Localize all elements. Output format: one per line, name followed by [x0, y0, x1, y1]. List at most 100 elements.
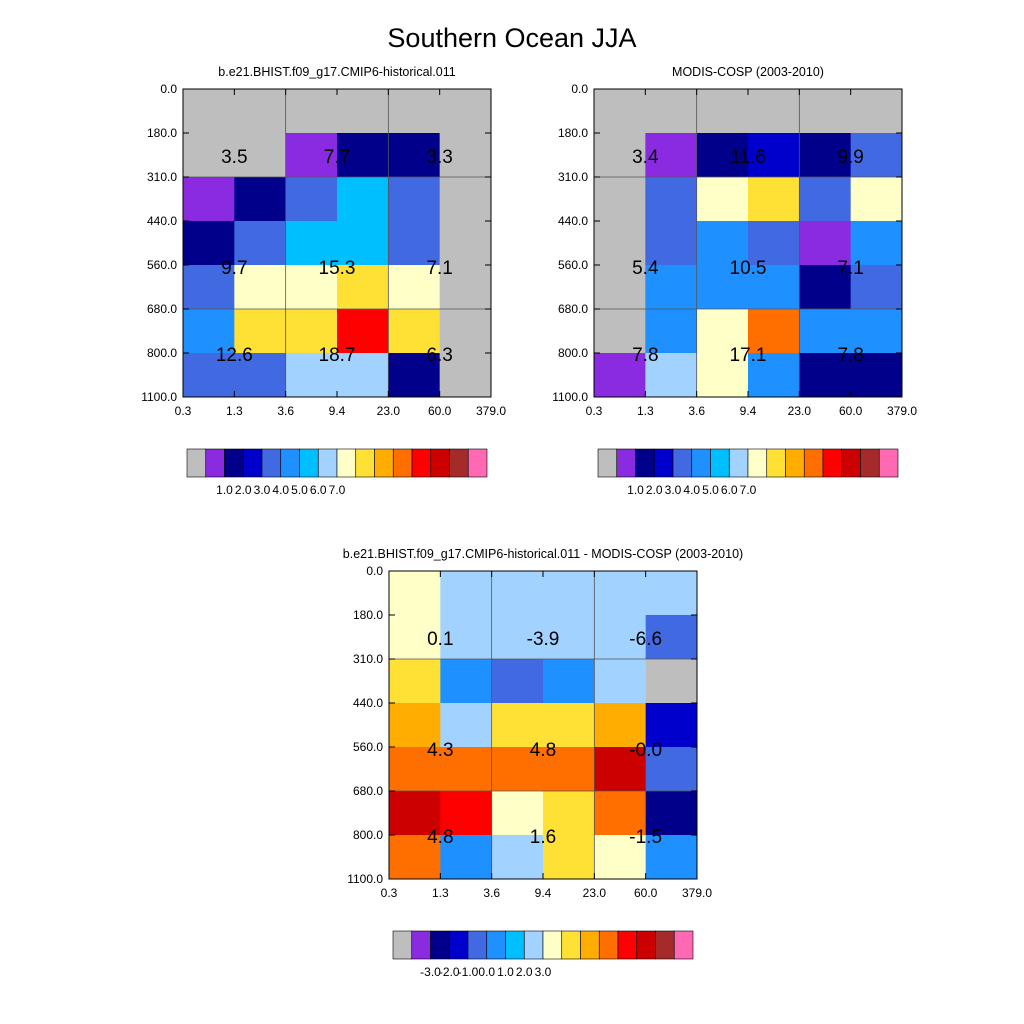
heatmap-cell [594, 791, 647, 836]
x-tick-label: 3.6 [277, 404, 294, 418]
data-label: -6.6 [629, 629, 662, 650]
colorbar-label: 2.0 [646, 483, 663, 497]
heatmap-cell [285, 177, 338, 222]
heatmap-cell [285, 221, 338, 266]
data-label: 15.3 [319, 258, 356, 279]
heatmap-cell [440, 703, 493, 748]
data-label: 17.1 [730, 345, 767, 366]
heatmap-cell [183, 221, 235, 266]
heatmap-cell [440, 747, 493, 792]
x-tick-label: 23.0 [583, 886, 607, 900]
y-tick-label: 440.0 [353, 696, 383, 710]
heatmap-cell [594, 747, 647, 792]
x-tick-label: 0.3 [175, 404, 192, 418]
colorbar-label: 1.0 [216, 483, 233, 497]
colorbar-swatch [430, 448, 450, 478]
colorbar-swatch [598, 930, 619, 960]
data-label: 1.6 [530, 827, 556, 848]
heatmap-cell [799, 309, 852, 354]
colorbar-swatch [186, 448, 207, 478]
y-tick-label: 0.0 [571, 82, 588, 96]
heatmap-cell [440, 791, 493, 836]
heatmap-cell [799, 221, 852, 266]
y-tick-label: 310.0 [353, 652, 383, 666]
y-tick-label: 310.0 [147, 170, 177, 184]
y-tick-label: 680.0 [558, 302, 588, 316]
heatmap-cell [696, 309, 749, 354]
heatmap-cell [439, 353, 492, 398]
heatmap-cell [748, 309, 800, 354]
data-label: 6.3 [426, 345, 452, 366]
panels: b.e21.BHIST.f09_g17.CMIP6-historical.011… [141, 65, 917, 979]
colorbar-swatch [655, 930, 675, 960]
colorbar-swatch [280, 448, 300, 478]
heatmap-cell [645, 133, 698, 178]
y-tick-label: 680.0 [147, 302, 177, 316]
colorbar-label: 7.0 [740, 483, 757, 497]
y-tick-label: 180.0 [353, 608, 383, 622]
colorbar-label: 3.0 [254, 483, 271, 497]
heatmap-cell [696, 265, 749, 310]
x-tick-label: 0.3 [381, 886, 398, 900]
heatmap-cell [594, 615, 647, 660]
x-tick-label: 1.3 [637, 404, 654, 418]
colorbar-label: 1.0 [627, 483, 644, 497]
y-tick-label: 560.0 [558, 258, 588, 272]
heatmap-cell [850, 133, 903, 178]
heatmap-cell [439, 89, 492, 134]
heatmap-cell [440, 571, 493, 616]
data-label: 7.1 [837, 258, 863, 279]
colorbar-label: 4.0 [683, 483, 700, 497]
heatmap-cell [543, 835, 595, 880]
heatmap-cell [594, 835, 647, 880]
colorbar-label: -3.0 [420, 965, 441, 979]
y-tick-label: 800.0 [558, 346, 588, 360]
heatmap-cell [748, 133, 800, 178]
y-tick-label: 1100.0 [347, 872, 383, 886]
heatmap-cell [799, 353, 852, 398]
heatmap-cell [645, 309, 698, 354]
data-label: 11.6 [730, 147, 766, 168]
x-tick-label: 379.0 [682, 886, 712, 900]
colorbar-swatch [242, 448, 263, 478]
y-tick-label: 800.0 [147, 346, 177, 360]
heatmap-cell [285, 265, 338, 310]
data-label: 4.8 [530, 740, 556, 761]
colorbar-label: 1.0 [497, 965, 514, 979]
data-label: -3.9 [527, 629, 560, 650]
heatmap-cell [439, 221, 492, 266]
panel-obs: MODIS-COSP (2003-2010) 0.3 1.3 3.6 9.4 23.0 60… [552, 65, 917, 497]
heatmap-cell [234, 309, 287, 354]
y-tick-label: 0.0 [366, 564, 383, 578]
heatmap-cell [183, 353, 235, 398]
heatmap-cell [799, 265, 852, 310]
colorbar-swatch [205, 448, 225, 478]
colorbar-swatch [785, 448, 805, 478]
heatmap-cell [439, 133, 492, 178]
panel-model: b.e21.BHIST.f09_g17.CMIP6-historical.011… [141, 65, 506, 497]
heatmap-cell [799, 177, 852, 222]
heatmap-cell [645, 221, 698, 266]
colorbar-swatch [336, 448, 357, 478]
x-tick-label: 9.4 [740, 404, 757, 418]
heatmap-cell [234, 133, 287, 178]
heatmap-cell [234, 221, 287, 266]
heatmap-cell [388, 265, 441, 310]
data-label: 7.8 [837, 345, 863, 366]
colorbar-swatch [672, 448, 693, 478]
x-tick-label: 60.0 [839, 404, 863, 418]
heatmap-cell [388, 133, 441, 178]
colorbar-swatch [505, 930, 525, 960]
heatmap-cell [337, 177, 389, 222]
heatmap-cell [748, 89, 800, 134]
data-label: 9.9 [837, 147, 863, 168]
colorbar-swatch [224, 448, 244, 478]
x-tick-label: 23.0 [377, 404, 401, 418]
heatmap-cell [748, 221, 800, 266]
colorbar-label: 0.0 [478, 965, 495, 979]
heatmap-cell [799, 133, 852, 178]
panel-title: b.e21.BHIST.f09_g17.CMIP6-historical.011… [343, 547, 743, 561]
colorbar-swatch [317, 448, 338, 478]
x-tick-label: 1.3 [432, 886, 449, 900]
